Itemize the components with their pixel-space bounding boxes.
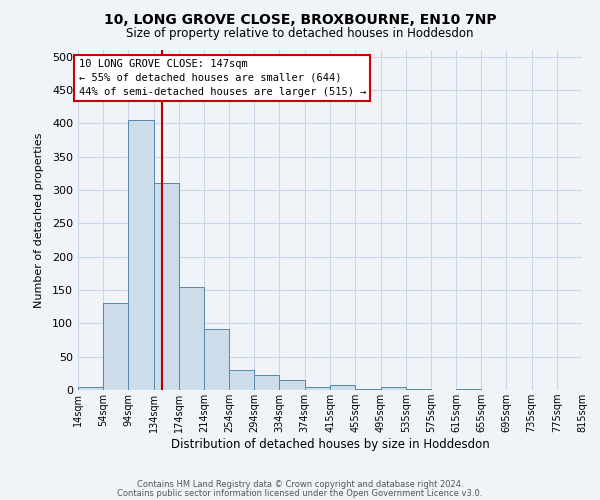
Text: Size of property relative to detached houses in Hoddesdon: Size of property relative to detached ho… bbox=[126, 28, 474, 40]
Bar bbox=[204, 328, 229, 390]
Y-axis label: Number of detached properties: Number of detached properties bbox=[34, 132, 44, 308]
Bar bbox=[380, 386, 406, 390]
Bar bbox=[254, 376, 280, 390]
Bar bbox=[280, 380, 305, 390]
Text: Contains public sector information licensed under the Open Government Licence v3: Contains public sector information licen… bbox=[118, 488, 482, 498]
Bar bbox=[103, 304, 128, 390]
Text: 10 LONG GROVE CLOSE: 147sqm
← 55% of detached houses are smaller (644)
44% of se: 10 LONG GROVE CLOSE: 147sqm ← 55% of det… bbox=[79, 58, 366, 96]
Bar bbox=[128, 120, 154, 390]
Bar bbox=[154, 184, 179, 390]
Bar bbox=[305, 386, 331, 390]
Bar bbox=[179, 286, 204, 390]
X-axis label: Distribution of detached houses by size in Hoddesdon: Distribution of detached houses by size … bbox=[170, 438, 490, 451]
Bar bbox=[229, 370, 254, 390]
Text: Contains HM Land Registry data © Crown copyright and database right 2024.: Contains HM Land Registry data © Crown c… bbox=[137, 480, 463, 489]
Text: 10, LONG GROVE CLOSE, BROXBOURNE, EN10 7NP: 10, LONG GROVE CLOSE, BROXBOURNE, EN10 7… bbox=[104, 12, 496, 26]
Bar bbox=[331, 386, 355, 390]
Bar bbox=[78, 386, 103, 390]
